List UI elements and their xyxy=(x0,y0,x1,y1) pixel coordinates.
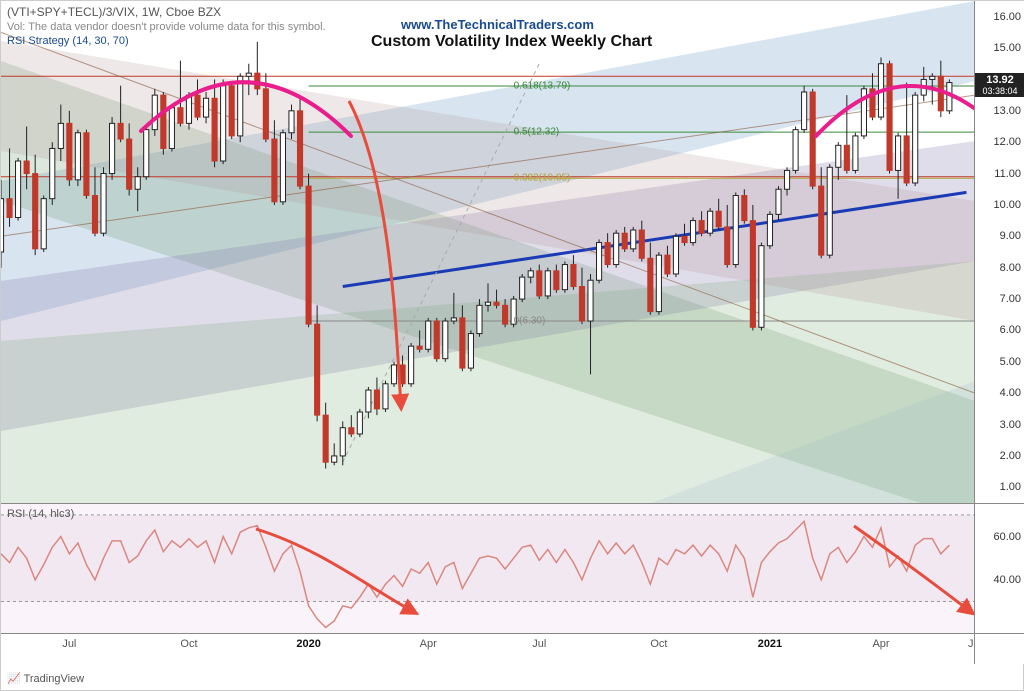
rsi-y-axis[interactable]: 40.00 60.00 xyxy=(974,504,1024,634)
time-axis[interactable]: JulOct2020AprJulOct2021AprJul xyxy=(1,633,1024,664)
y-tick: 13.00 xyxy=(993,105,1021,117)
fib-level-label: 0.618(13.79) xyxy=(514,81,571,92)
x-tick: Apr xyxy=(872,638,889,650)
y-tick: 12.00 xyxy=(993,136,1021,148)
rsi-y-tick: 40.00 xyxy=(993,574,1021,586)
rsi-plot-area[interactable]: RSI (14, hlc3) xyxy=(1,504,975,634)
current-price-badge: 13.9203:38:04 xyxy=(975,73,1024,97)
y-tick: 2.00 xyxy=(1000,450,1021,462)
rsi-panel[interactable]: RSI (14, hlc3) 40.00 60.00 xyxy=(1,503,1024,634)
y-tick: 9.00 xyxy=(1000,230,1021,242)
x-tick: 2020 xyxy=(296,638,320,650)
symbol-label: (VTI+SPY+TECL)/3/VIX, 1W, Cboe BZX xyxy=(7,5,221,19)
y-tick: 3.00 xyxy=(1000,419,1021,431)
x-axis-labels: JulOct2020AprJulOct2021AprJul xyxy=(1,634,975,664)
chart-container: 0.618(13.79) 0.5(12.32) 0.382(10.85) 0(6.30… xyxy=(0,0,1024,691)
chart-title: Custom Volatility Index Weekly Chart xyxy=(371,33,652,51)
x-tick: Oct xyxy=(650,638,667,650)
y-tick: 4.00 xyxy=(1000,387,1021,399)
x-tick: Jul xyxy=(62,638,76,650)
main-plot-area[interactable]: 0.618(13.79) 0.5(12.32) 0.382(10.85) 0(6.30… xyxy=(1,1,975,503)
fib-level-label: 0.5(12.32) xyxy=(514,127,560,138)
x-tick: 2021 xyxy=(758,638,782,650)
rsi-strategy-label: RSI Strategy (14, 30, 70) xyxy=(7,35,129,47)
overlays-layer xyxy=(1,1,1024,503)
y-tick: 6.00 xyxy=(1000,324,1021,336)
y-tick: 16.00 xyxy=(993,11,1021,23)
rsi-layer xyxy=(1,504,975,634)
y-tick: 8.00 xyxy=(1000,262,1021,274)
time-axis-corner[interactable] xyxy=(974,634,1024,664)
fib-level-label: 0(6.30) xyxy=(514,316,546,327)
x-tick: Apr xyxy=(420,638,437,650)
y-tick: 15.00 xyxy=(993,42,1021,54)
y-tick: 7.00 xyxy=(1000,293,1021,305)
watermark-url: www.TheTechnicalTraders.com xyxy=(401,17,594,32)
rsi-indicator-label: RSI (14, hlc3) xyxy=(7,508,74,520)
y-tick: 11.00 xyxy=(994,168,1021,180)
y-tick: 10.00 xyxy=(993,199,1021,211)
main-price-panel[interactable]: 0.618(13.79) 0.5(12.32) 0.382(10.85) 0(6.30… xyxy=(1,1,1024,503)
fib-level-label: 0.382(10.85) xyxy=(514,173,571,184)
x-tick: Jul xyxy=(532,638,546,650)
y-tick: 5.00 xyxy=(1000,356,1021,368)
main-y-axis[interactable]: 1.00 2.00 3.00 4.00 5.00 6.00 7.00 8.00 9.00 10.0… xyxy=(974,1,1024,503)
tradingview-logo[interactable]: TradingView xyxy=(7,672,84,685)
volume-note: Vol: The data vendor doesn't provide vol… xyxy=(7,21,326,33)
rsi-y-tick: 60.00 xyxy=(993,531,1021,543)
x-tick: Oct xyxy=(180,638,197,650)
y-tick: 1.00 xyxy=(1000,481,1021,493)
